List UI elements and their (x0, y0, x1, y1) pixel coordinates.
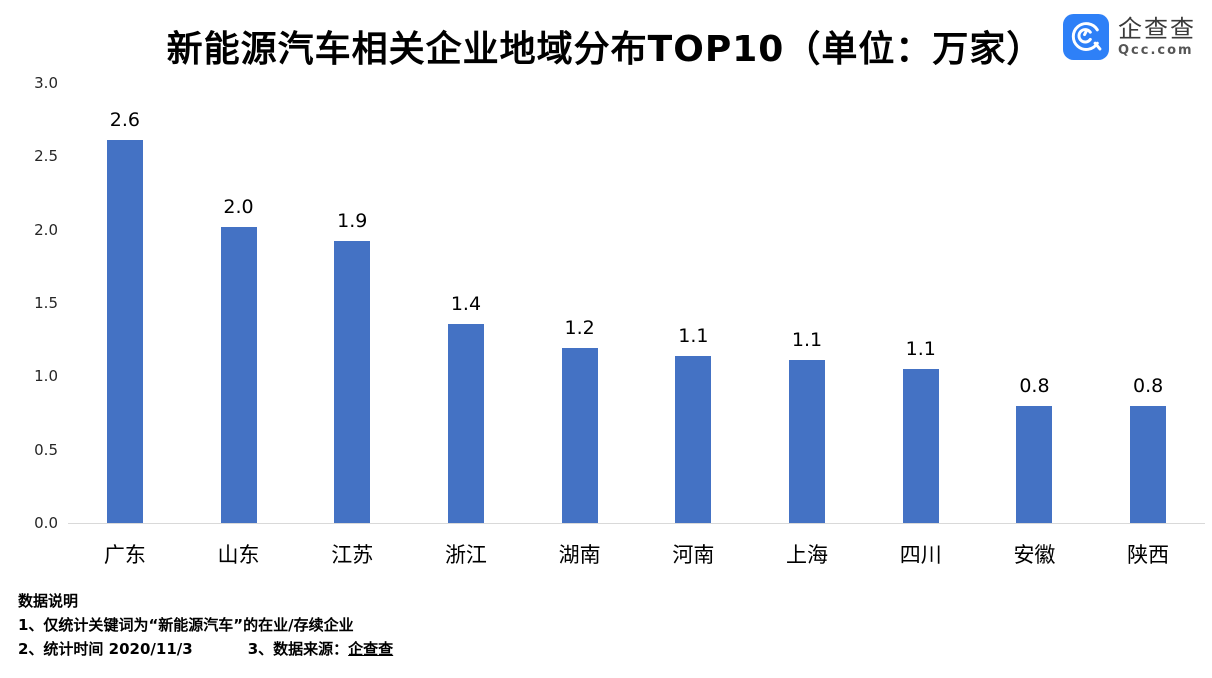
category-label-山东: 山东 (217, 543, 260, 567)
category-label-上海: 上海 (786, 543, 829, 567)
bar-slot: 1.1 上海 (750, 83, 864, 567)
bar-广东 (106, 140, 143, 523)
y-axis-tick-label: 2.5 (34, 147, 58, 166)
notes-source-label: 3、数据来源： (247, 640, 349, 658)
notes-stat-date: 2、统计时间 2020/11/3 (18, 640, 193, 658)
plot-area: 2.6 广东 2.0 山东 1.9 江苏 1.4 浙江 1.2 湖南 1.1 河南 1.1 上海 1.1 四川… (68, 83, 1205, 567)
category-label-河南: 河南 (672, 543, 715, 567)
notes-heading: 数据说明 (18, 592, 79, 610)
y-axis-tick-label: 1.5 (34, 294, 58, 312)
y-axis-tick-label: 3.0 (34, 74, 58, 92)
notes-line-1: 1、仅统计关键词为“新能源汽车”的在业/存续企业 (18, 616, 354, 634)
y-axis-tick-label: 0.5 (34, 440, 58, 459)
qcc-logo-domain: Qcc.com (1118, 42, 1194, 58)
bar-slot: 1.2 湖南 (523, 83, 637, 567)
qcc-logo-name: 企查查 (1118, 14, 1196, 43)
y-axis: 0.0 0.5 1.0 1.5 2.0 2.5 3.0 (0, 0, 58, 678)
y-axis-tick-label: 0.0 (34, 514, 58, 532)
bar-value-label: 1.4 (450, 292, 482, 315)
y-axis-tick-label: 2.0 (34, 220, 58, 239)
bar-湖南 (561, 348, 598, 523)
bar-河南 (675, 355, 712, 523)
bar-浙江 (447, 323, 484, 523)
bar-slot: 2.0 山东 (182, 83, 296, 567)
bar-value-label: 1.9 (337, 210, 368, 233)
chart-title: 新能源汽车相关企业地域分布TOP10（单位：万家） (166, 29, 1044, 70)
bar-value-label: 0.8 (1133, 374, 1164, 397)
bar-安徽 (1016, 405, 1053, 523)
qcc-logo-text: 企查查 Qcc.com (1118, 14, 1196, 58)
bar-slot: 0.8 陕西 (1091, 83, 1205, 567)
bar-四川 (902, 369, 939, 523)
bar-value-label: 0.8 (1019, 374, 1050, 397)
bar-value-label: 1.2 (564, 317, 595, 340)
bar-value-label: 1.1 (905, 338, 936, 360)
bar-value-label: 2.6 (109, 109, 140, 132)
bar-slot: 2.6 广东 (68, 83, 182, 567)
category-label-陕西: 陕西 (1127, 543, 1170, 567)
bar-value-label: 2.0 (223, 195, 254, 218)
category-label-安徽: 安徽 (1013, 543, 1056, 567)
notes-source-link: 企查查 (348, 640, 394, 658)
y-axis-tick-label: 1.0 (34, 367, 58, 386)
bar-slot: 1.4 浙江 (409, 83, 523, 567)
category-label-江苏: 江苏 (331, 543, 374, 567)
bar-山东 (220, 226, 257, 523)
notes-line-2: 2、统计时间 2020/11/3 3、数据来源：企查查 (18, 637, 393, 661)
category-label-湖南: 湖南 (558, 543, 601, 567)
bar-陕西 (1130, 405, 1167, 523)
qcc-magnifier-icon (1063, 14, 1109, 60)
bar-上海 (789, 360, 826, 523)
category-label-四川: 四川 (899, 543, 942, 567)
category-label-浙江: 浙江 (444, 543, 487, 567)
bar-slot: 1.1 河南 (637, 83, 751, 567)
data-notes: 数据说明 1、仅统计关键词为“新能源汽车”的在业/存续企业 2、统计时间 202… (18, 589, 393, 661)
category-label-广东: 广东 (103, 543, 146, 567)
bar-slot: 1.1 四川 (864, 83, 978, 567)
bar-slot: 0.8 安徽 (978, 83, 1092, 567)
bar-江苏 (334, 241, 371, 523)
bar-value-label: 1.1 (791, 329, 823, 352)
bar-slot: 1.9 江苏 (295, 83, 409, 567)
bar-value-label: 1.1 (678, 324, 709, 347)
qcc-logo: 企查查 Qcc.com (1063, 14, 1196, 60)
